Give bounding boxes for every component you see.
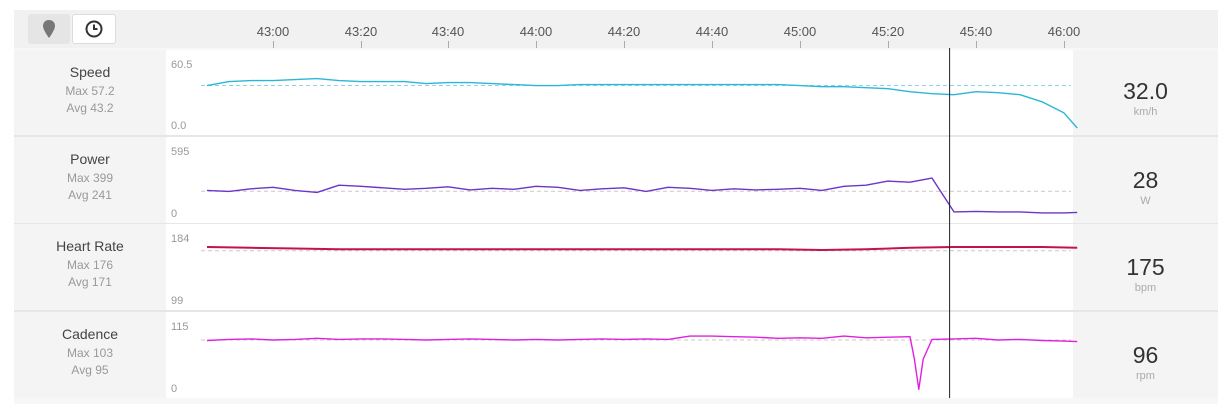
time-tick-mark — [273, 41, 274, 48]
metric-current-value: 96 — [1132, 342, 1159, 368]
metric-summary: Heart Rate Max 176 Avg 171 — [14, 224, 166, 310]
metric-name: Cadence — [61, 326, 119, 342]
metric-unit: bpm — [1134, 282, 1157, 294]
metric-current: 96 rpm — [1073, 312, 1218, 398]
metric-max: Max 57.2 — [65, 84, 115, 98]
time-tick-mark — [800, 41, 801, 48]
metric-avg: Avg 95 — [71, 363, 109, 377]
time-tick-label: 44:00 — [519, 24, 553, 39]
time-tick-label: 44:40 — [695, 24, 729, 39]
time-view-button[interactable] — [72, 14, 116, 44]
time-tick-mark — [624, 41, 625, 48]
row-divider — [14, 223, 1218, 225]
time-tick-label: 43:20 — [344, 24, 378, 39]
time-tick-mark — [448, 41, 449, 48]
metric-summary: Speed Max 57.2 Avg 43.2 — [14, 50, 166, 135]
metric-unit: rpm — [1136, 370, 1155, 382]
metric-avg: Avg 43.2 — [66, 101, 114, 115]
metric-current: 32.0 km/h — [1073, 50, 1218, 135]
metric-max: Max 399 — [66, 171, 114, 185]
time-axis-bar — [14, 10, 1218, 48]
chart-panel — [14, 10, 1218, 404]
time-tick-mark — [1064, 41, 1065, 48]
time-tick-label: 46:00 — [1047, 24, 1081, 39]
time-tick-label: 45:00 — [783, 24, 817, 39]
time-tick-mark — [361, 41, 362, 48]
time-tick-mark — [712, 41, 713, 48]
map-pin-icon — [43, 20, 55, 38]
time-tick-label: 43:40 — [431, 24, 465, 39]
metric-avg: Avg 241 — [68, 188, 112, 202]
metric-current-value: 28 — [1132, 167, 1159, 193]
metric-unit: W — [1140, 195, 1151, 207]
metric-current: 28 W — [1073, 137, 1218, 223]
metric-summary: Cadence Max 103 Avg 95 — [14, 312, 166, 398]
metric-name: Speed — [69, 64, 111, 80]
time-tick-label: 45:20 — [871, 24, 905, 39]
time-tick-mark — [536, 41, 537, 48]
time-tick-label: 45:40 — [959, 24, 993, 39]
clock-icon — [85, 20, 103, 38]
time-tick-mark — [888, 41, 889, 48]
metric-summary: Power Max 399 Avg 241 — [14, 137, 166, 223]
metric-current-value: 175 — [1126, 254, 1165, 280]
metric-name: Power — [70, 151, 110, 167]
metric-unit: km/h — [1133, 106, 1158, 118]
metric-max: Max 103 — [66, 346, 114, 360]
row-divider — [14, 135, 1218, 137]
metric-max: Max 176 — [66, 258, 114, 272]
metric-current-value: 32.0 — [1123, 78, 1168, 104]
time-tick-mark — [976, 41, 977, 48]
metric-current: 175 bpm — [1073, 224, 1218, 310]
time-tick-label: 43:00 — [256, 24, 290, 39]
map-view-button[interactable] — [28, 14, 70, 44]
time-tick-label: 44:20 — [607, 24, 641, 39]
row-divider — [14, 310, 1218, 312]
metric-avg: Avg 171 — [68, 275, 112, 289]
metric-name: Heart Rate — [56, 238, 124, 254]
